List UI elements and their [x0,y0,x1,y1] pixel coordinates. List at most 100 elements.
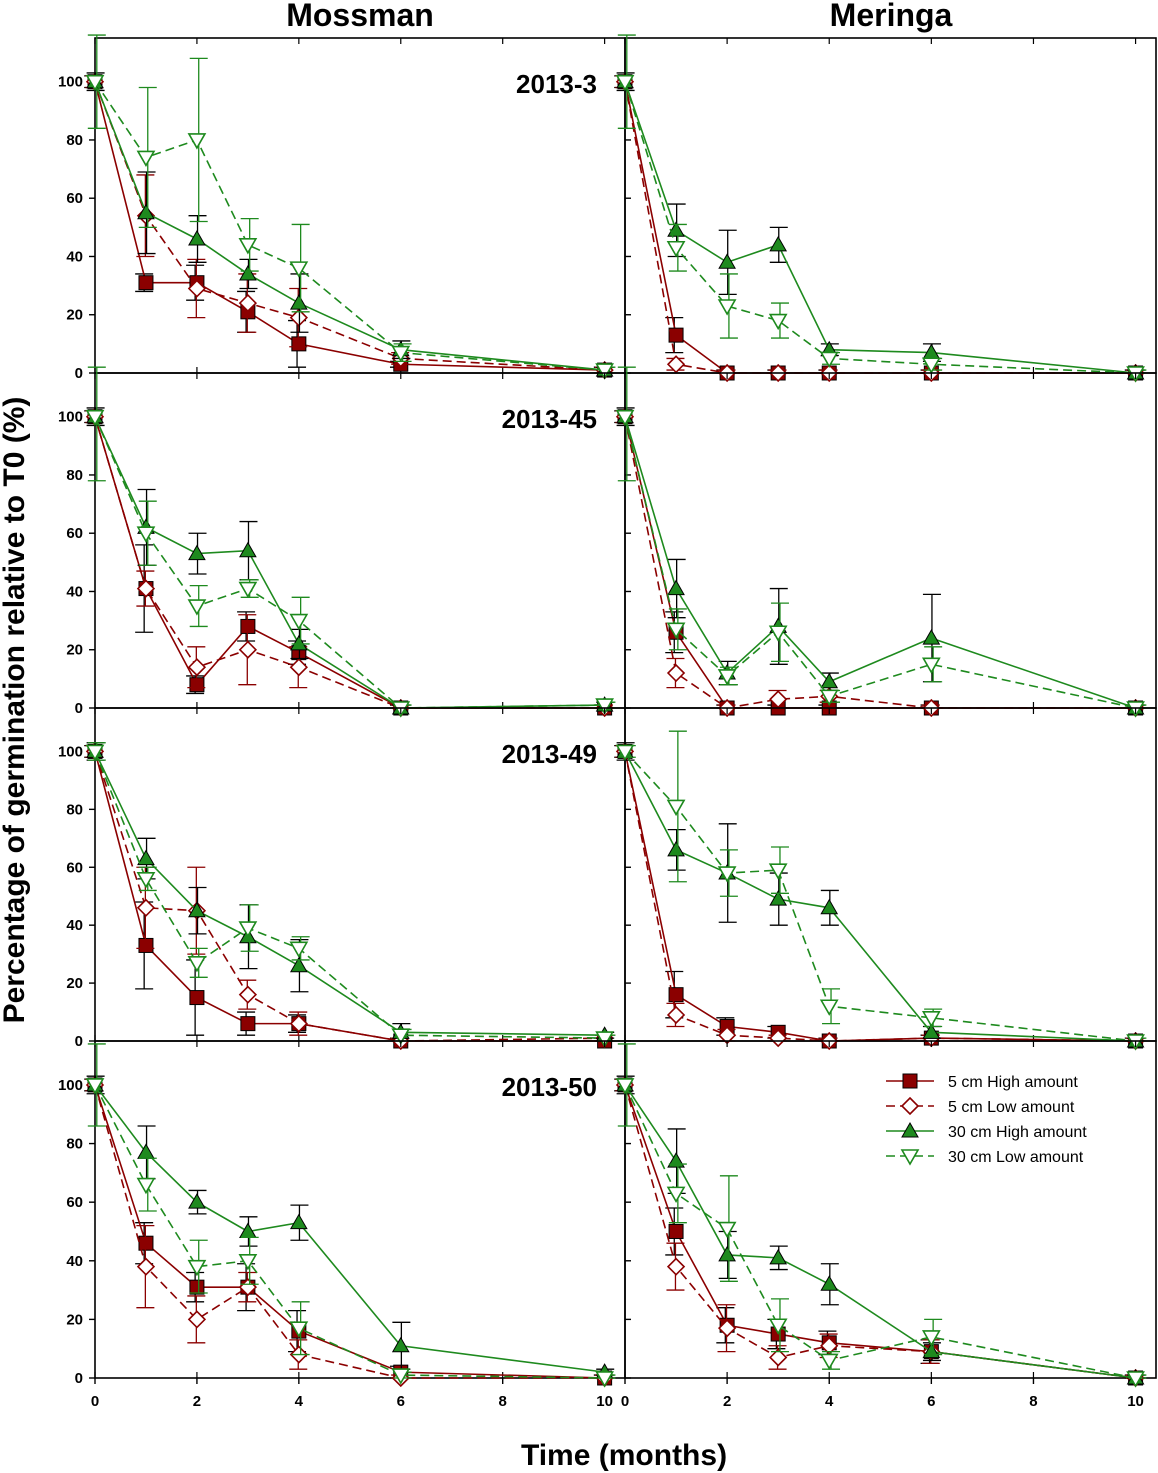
line-h5 [624,81,1136,374]
series-h30 [616,72,1146,380]
panel-meringa-2013-49 [614,707,1157,1051]
line-l5 [624,751,1136,1042]
panel-frame [624,37,1157,374]
series-l30 [85,34,616,380]
data-point [137,849,155,866]
data-point [289,261,309,278]
data-point [238,238,258,255]
data-point [239,264,257,281]
data-point [820,672,839,689]
data-point [1126,1371,1145,1388]
data-point [768,863,788,880]
data-point [238,640,258,659]
line-l30 [624,750,1136,1042]
data-point [391,345,411,363]
data-point [238,581,258,599]
y-tick-label: 60 [66,1194,83,1211]
data-point [769,1248,788,1265]
y-tick-label: 80 [66,1136,83,1153]
data-point [921,357,941,374]
series-l5 [85,1075,614,1388]
data-point [188,544,206,561]
y-tick-label: 0 [75,1370,83,1387]
line-l30 [624,81,1136,374]
data-point [136,872,156,889]
data-point [595,698,614,715]
data-point [922,1023,941,1039]
legend-entry-l30: 30 cm Low amount [886,1149,1084,1166]
y-tick-label: 80 [66,801,83,818]
data-point [668,1223,684,1239]
data-point [189,1279,205,1295]
y-tick-label: 20 [66,1311,83,1328]
data-point [820,898,839,915]
series-h5 [84,409,613,716]
data-point [187,1310,207,1329]
x-tick-label: 0 [91,1393,99,1410]
data-point [615,74,635,92]
data-point [240,1016,256,1032]
x-tick-label: 8 [499,1393,507,1410]
y-tick-label: 100 [58,743,83,760]
series-l5 [85,72,614,380]
data-point [188,229,206,246]
data-point [136,1257,156,1276]
y-tick-label: 20 [66,642,83,659]
y-tick-label: 60 [66,190,83,207]
data-point [187,1259,207,1277]
panel-frame [624,707,1157,1042]
series-l30 [615,1043,1147,1388]
data-point [667,840,685,857]
line-h30 [624,81,1136,374]
x-tick-label: 10 [1127,1393,1144,1410]
series-h30 [86,742,615,1042]
x-tick-label: 0 [621,1393,629,1410]
data-point [239,541,257,558]
series-h5 [614,743,1144,1049]
x-tick-label: 4 [825,1393,834,1410]
series-h30 [616,407,1146,715]
data-point [615,744,635,762]
data-point [289,956,308,973]
x-tick-label: 2 [193,1393,201,1410]
series-h30 [616,1075,1146,1385]
series-l5 [615,742,1145,1051]
data-point [289,634,308,651]
data-point [666,1186,686,1203]
data-point [289,1014,308,1033]
data-point [391,1028,411,1045]
series-h30 [86,1075,615,1379]
line-h5 [624,751,1136,1042]
data-point [187,956,207,973]
data-point [595,1031,614,1048]
y-tick-label: 80 [66,467,83,484]
data-point [768,625,788,642]
data-point [769,890,788,906]
data-point [769,235,788,252]
series-l5 [615,407,1145,718]
data-point [136,579,156,598]
data-point [289,658,308,677]
panel-meringa-2013-50: 0 2 4 6 8 10 [614,1040,1157,1410]
data-point [391,1368,411,1385]
series-h30 [86,72,615,377]
data-point [666,799,686,817]
data-point [819,351,839,369]
legend-marker [902,1073,918,1089]
y-tick-label: 0 [75,365,83,382]
line-h30 [94,751,605,1037]
data-point [85,744,105,762]
line-h30 [624,751,1136,1042]
data-point [921,1011,941,1028]
data-point [85,409,105,427]
data-point [289,941,309,958]
panel-mossman-2013-49: 0 20 40 60 80 100 2013-49 [58,707,626,1051]
y-tick-label: 0 [75,1033,83,1050]
data-point [615,409,635,427]
data-point [289,1213,308,1230]
data-point [922,343,941,360]
line-l5 [94,1084,605,1379]
column-title-mossman: Mossman [286,0,434,33]
data-point [820,1275,839,1291]
